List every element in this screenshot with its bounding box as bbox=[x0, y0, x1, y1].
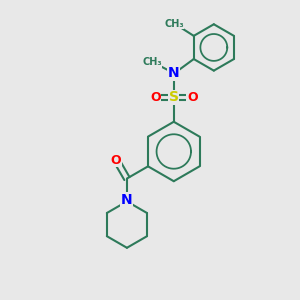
Text: CH₃: CH₃ bbox=[164, 19, 184, 29]
Text: N: N bbox=[121, 193, 133, 207]
Text: O: O bbox=[150, 91, 161, 104]
Text: O: O bbox=[110, 154, 121, 167]
Text: N: N bbox=[168, 66, 180, 80]
Text: O: O bbox=[187, 91, 197, 104]
Text: CH₃: CH₃ bbox=[142, 57, 162, 67]
Text: S: S bbox=[169, 90, 179, 104]
